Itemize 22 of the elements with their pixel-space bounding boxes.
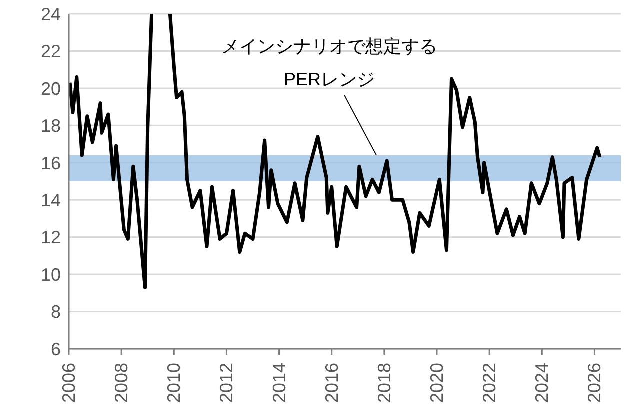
x-tick-label: 2010 (164, 363, 184, 404)
x-tick-label: 2014 (269, 363, 290, 404)
x-tick-label: 2018 (374, 363, 394, 404)
annotation: メインシナリオで想定する PERレンジ (222, 36, 438, 90)
x-tick-label: 2026 (584, 363, 605, 404)
y-tick-label: 6 (50, 339, 61, 360)
x-tick-label: 2024 (532, 363, 552, 404)
y-tick-label: 8 (50, 302, 61, 322)
y-tick-label: 10 (40, 264, 61, 285)
y-tick-label: 14 (40, 190, 61, 210)
y-tick-label: 22 (40, 42, 61, 62)
y-tick-label: 20 (40, 78, 61, 99)
y-tick-label: 24 (40, 4, 61, 24)
y-tick-label: 16 (40, 153, 61, 174)
x-tick-label: 2012 (216, 363, 237, 404)
x-tick-label: 2006 (59, 363, 79, 404)
y-tick-label: 18 (40, 116, 61, 136)
x-tick-label: 2008 (112, 363, 132, 404)
x-tick-label: 2016 (322, 363, 342, 404)
x-tick-label: 2020 (427, 363, 447, 404)
x-tick-label: 2022 (480, 363, 500, 404)
y-tick-label: 12 (40, 228, 61, 248)
